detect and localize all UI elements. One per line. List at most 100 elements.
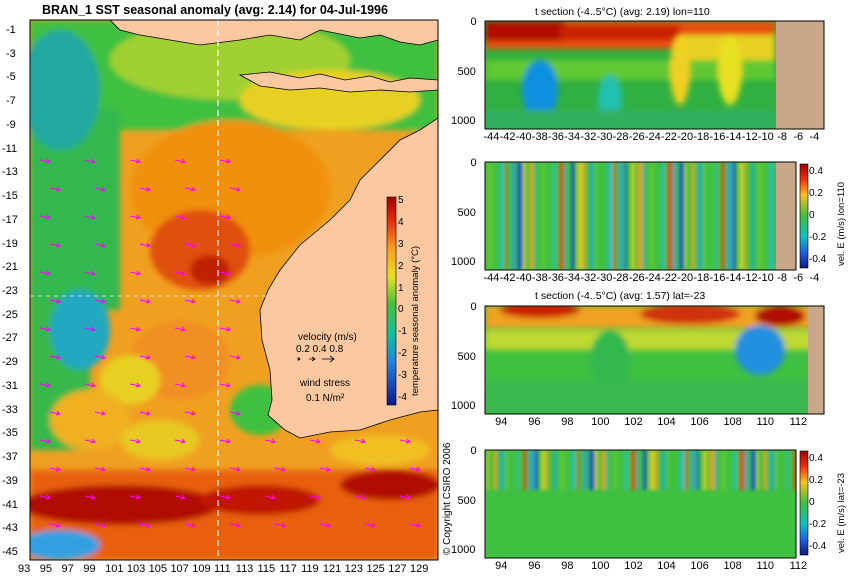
wind-arrow — [184, 410, 196, 416]
panel4-x-tick: 102 — [624, 560, 643, 572]
velocity-stripe — [757, 450, 759, 490]
wind-arrow — [129, 270, 141, 276]
map-lat-label: -39 — [2, 474, 18, 487]
panel1-y-tick: 1000 — [451, 115, 476, 128]
wind-arrow — [229, 522, 241, 528]
velocity-stripe — [595, 162, 597, 270]
velocity-stripe — [631, 450, 636, 490]
velocity-stripe — [715, 450, 718, 490]
velocity-stripe — [511, 450, 516, 490]
map-lon-label: 93 — [18, 563, 31, 575]
velocity-stripe — [721, 450, 726, 490]
velocity-stripe — [745, 450, 748, 490]
velocity-stripe — [751, 450, 756, 490]
velocity-stripe — [727, 162, 733, 270]
map-lon-label: 95 — [39, 563, 53, 575]
map-lat-label: -29 — [2, 356, 18, 369]
velocity-stripe — [601, 162, 605, 270]
velocity-stripe — [697, 162, 703, 270]
velocity-legend-arrows — [297, 355, 335, 363]
velocity-stripe — [595, 450, 598, 490]
colorbar-tick: 5 — [398, 195, 404, 206]
panel1-x-tick: -16 — [709, 131, 726, 143]
panel2-cbar-tick: 0.4 — [809, 166, 823, 177]
velocity-stripe — [667, 162, 673, 270]
map-lon-label: 105 — [148, 563, 168, 575]
velocity-stripe — [523, 450, 527, 490]
velocity-arrows — [39, 158, 421, 528]
wind-arrow — [49, 298, 61, 304]
velocity-stripe — [487, 162, 493, 270]
wind-arrow — [319, 466, 331, 472]
map-lat-label: -3 — [6, 47, 16, 60]
panel1-x-tick: -34 — [564, 131, 581, 143]
wind-arrow — [49, 410, 61, 416]
wind-arrow — [129, 382, 141, 388]
wind-arrow — [94, 410, 106, 416]
wind-arrow — [39, 158, 51, 164]
map-lat-label: -25 — [2, 308, 18, 321]
panel1-x-tick: -18 — [693, 131, 710, 143]
panel3-x-tick: 102 — [624, 416, 643, 428]
map-lon-label: 113 — [235, 563, 254, 575]
velocity-stripe — [577, 450, 579, 490]
velocity-stripe — [763, 162, 766, 270]
velocity-stripe — [697, 450, 699, 490]
panel1-x-tick: -6 — [793, 131, 804, 143]
map-lon-label: 129 — [410, 563, 429, 575]
wind-arrow — [129, 438, 141, 444]
velocity-stripe — [577, 162, 583, 270]
wind-arrow — [139, 298, 151, 304]
panel4-cbar-tick: -0.4 — [809, 541, 827, 552]
wind-arrow — [364, 522, 376, 528]
panel2-x-tick: -26 — [628, 272, 645, 284]
wind-arrow — [39, 382, 51, 388]
panel4-cbar-tick: 0.4 — [809, 453, 823, 464]
panel3-x-tick: 108 — [723, 416, 742, 428]
wind-arrow — [49, 186, 61, 192]
wind-arrow — [274, 522, 286, 528]
velocity-stripe — [493, 450, 497, 490]
wind-arrow — [174, 214, 186, 220]
velocity-stripe — [559, 450, 565, 490]
map-lat-label: -19 — [2, 237, 18, 250]
panel4-x-tick: 98 — [561, 560, 574, 572]
wind-arrow — [174, 158, 186, 164]
velocity-stripe — [559, 162, 564, 270]
panel2-x-tick: -28 — [612, 272, 629, 284]
wind-arrow — [39, 214, 51, 220]
panel3-x-tick: 104 — [657, 416, 676, 428]
colorbar-label: temperature seasonal anomaly (°C) — [410, 245, 421, 396]
panel2-y-tick: 1000 — [451, 256, 476, 269]
wind-arrow — [364, 466, 376, 472]
velocity-stripe — [709, 162, 714, 270]
panel2-x-tick: -42 — [499, 272, 516, 284]
panel1-x-tick: -14 — [725, 131, 742, 143]
wind-arrow — [184, 354, 196, 360]
vel-colorbar-2 — [799, 450, 809, 556]
panel1-x-tick: -38 — [531, 131, 548, 143]
panel2-x-tick: -32 — [580, 272, 597, 284]
colorbar-tick: -1 — [398, 326, 407, 338]
velocity-stripe — [679, 162, 684, 270]
map-lat-label: -7 — [6, 95, 16, 108]
velocity-stripe — [517, 162, 523, 270]
panel2-x-tick: -14 — [725, 272, 742, 284]
map-lat-label: -1 — [6, 24, 16, 36]
panel3-x-tick: 98 — [561, 416, 574, 428]
velocity-stripe — [685, 162, 687, 270]
velocity-stripe — [601, 450, 606, 490]
panel3-x-tick: 112 — [789, 416, 808, 428]
wind-arrow — [139, 354, 151, 360]
panel1-x-tick: -28 — [612, 131, 629, 143]
wind-arrow — [94, 186, 106, 192]
panel4-x-tick: 100 — [591, 560, 610, 572]
map-lat-label: -33 — [2, 403, 18, 416]
wind-arrow — [219, 270, 231, 276]
velocity-stripe — [715, 162, 717, 270]
colorbar-tick: -4 — [398, 392, 407, 403]
velocity-stripe — [565, 162, 567, 270]
colorbar-tick: -2 — [398, 348, 407, 360]
map-title: BRAN_1 SST seasonal anomaly (avg: 2.14) … — [42, 3, 388, 17]
wind-arrow — [84, 382, 96, 388]
